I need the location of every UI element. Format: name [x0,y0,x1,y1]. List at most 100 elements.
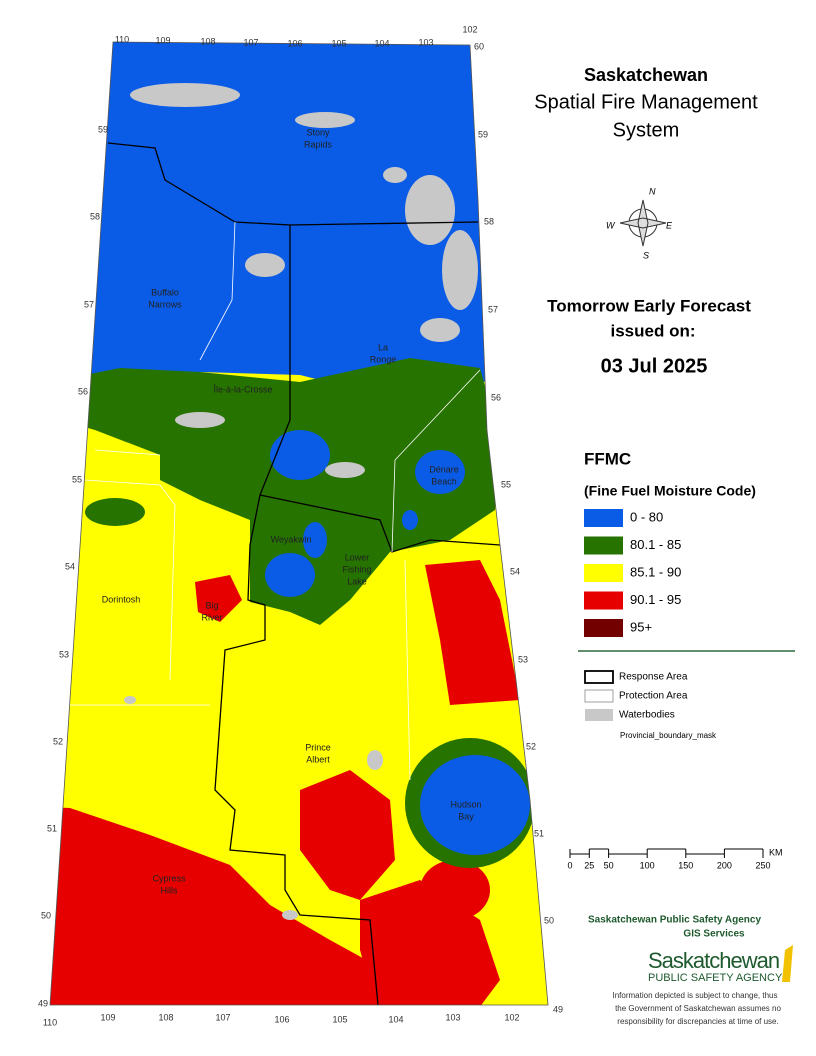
place-label: Big [205,600,218,610]
compass-label: S [643,250,649,260]
grid-label: 53 [518,654,528,664]
legend-swatch [584,536,623,555]
agency-unit: GIS Services [683,929,745,940]
grid-label: 57 [84,299,94,309]
grid-label: 108 [158,1012,173,1022]
place-label: Weyakwin [271,534,312,544]
legend-swatch [584,591,623,610]
layer-label: Provincial_boundary_mask [620,731,717,740]
subtitle: Spatial Fire Management [534,91,758,113]
grid-label: 56 [78,386,88,396]
grid-label: 109 [155,35,170,45]
grid-label: 52 [53,736,63,746]
grid-label: 50 [41,910,51,920]
scale-label: 200 [717,860,732,870]
legend-subtitle: (Fine Fuel Moisture Code) [584,483,756,499]
layer-label: Waterbodies [619,710,675,721]
scale-label: 25 [584,860,594,870]
compass-label: N [649,186,656,196]
grid-label: 56 [491,392,501,402]
compass-label: E [666,220,673,230]
grid-label: 105 [331,38,346,48]
place-label: Prince [305,742,331,752]
logo-text: Saskatchewan [648,948,779,973]
grid-label: 104 [388,1014,403,1024]
grid-label: 104 [374,38,389,48]
grid-label: 60 [474,41,484,51]
grid-label: 55 [72,474,82,484]
place-label: Narrows [148,299,182,309]
place-label: Stony [306,127,330,137]
legend-label: 80.1 - 85 [630,537,681,552]
scale-label: 150 [678,860,693,870]
place-label: Hills [161,885,178,895]
grid-label: 110 [43,1017,57,1027]
grid-label: 59 [478,129,488,139]
grid-label: 49 [553,1004,563,1014]
grid-label: 57 [488,304,498,314]
grid-label: 51 [47,823,57,833]
grid-label: 54 [65,561,75,571]
scale-label: 100 [640,860,655,870]
grid-label: 103 [445,1012,460,1022]
grid-label: 55 [501,479,511,489]
legend-swatch [584,564,623,582]
legend-title: FFMC [584,449,631,468]
place-label: Lake [347,576,367,586]
place-label: Dénare [429,464,459,474]
logo-subtext: PUBLIC SAFETY AGENCY [648,972,783,984]
place-label: Rapids [304,139,333,149]
place-label: La [378,342,388,352]
place-label: Lower [345,552,370,562]
grid-label: 102 [462,24,477,34]
grid-label: 108 [200,36,215,46]
subtitle: System [613,119,680,141]
grid-label: 53 [59,649,69,659]
compass-label: W [606,220,616,230]
grid-label: 51 [534,828,544,838]
grid-label: 58 [484,216,494,226]
place-label: Bay [458,811,474,821]
forecast-title: Tomorrow Early Forecast [547,296,751,315]
scale-label: 50 [604,860,614,870]
disclaimer: responsibility for discrepancies at time… [617,1017,778,1026]
layer-swatch [584,689,614,703]
grid-label: 50 [544,915,554,925]
forecast-date: 03 Jul 2025 [601,355,708,377]
grid-label: 106 [287,38,302,48]
legend-label: 0 - 80 [630,509,663,524]
legend-swatch [584,509,623,527]
grid-label: 106 [274,1014,289,1024]
legend-label: 95+ [630,619,652,634]
grid-label: 52 [526,741,536,751]
grid-label: 107 [215,1012,230,1022]
layer-swatch [584,670,614,684]
forecast-title: issued on: [610,321,695,340]
scale-label: 250 [755,860,770,870]
place-label: Fishing [342,564,371,574]
grid-label: 109 [100,1012,115,1022]
place-label: River [201,612,222,622]
grid-label: 58 [90,211,100,221]
agency: Saskatchewan Public Safety Agency [588,915,761,926]
place-label: Ronge [370,354,397,364]
grid-label: 54 [510,566,520,576]
compass [619,199,667,247]
layer-label: Protection Area [619,691,688,702]
grid-label: 102 [504,1012,519,1022]
disclaimer: Information depicted is subject to chang… [613,991,778,1000]
disclaimer: the Government of Saskatchewan assumes n… [615,1004,781,1013]
place-label: Dorintosh [102,594,141,604]
place-label: Albert [306,754,330,764]
place-label: Île-à-la-Crosse [212,384,272,394]
layer-swatch [585,709,613,721]
layer-label: Response Area [619,672,688,683]
province-outline [49,41,549,1006]
scale-label: 0 [567,860,572,870]
place-label: Hudson [450,799,481,809]
place-label: Cypress [152,873,186,883]
grid-label: 103 [418,37,433,47]
grid-label: 59 [98,124,108,134]
